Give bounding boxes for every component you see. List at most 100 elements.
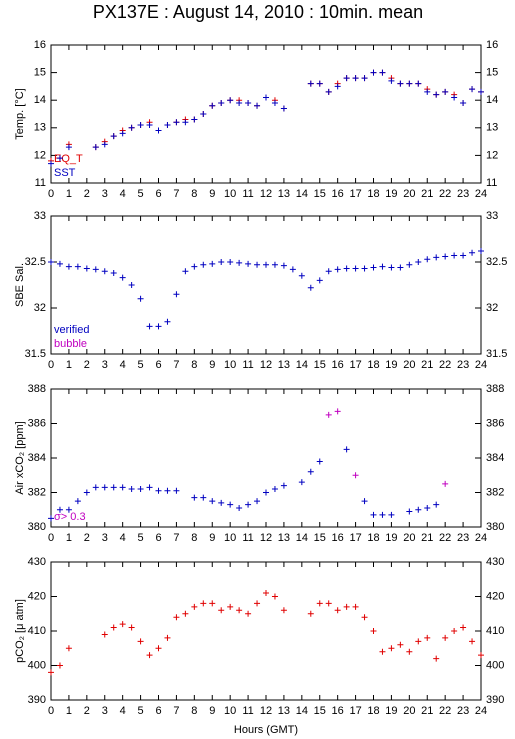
x-tick-label: 10 <box>224 188 236 200</box>
point-marker <box>227 97 234 104</box>
point-marker <box>271 486 278 493</box>
x-tick-label: 10 <box>224 705 236 717</box>
point-marker <box>173 487 180 494</box>
point-marker <box>92 484 99 491</box>
x-tick-label: 18 <box>367 705 379 717</box>
point-marker <box>307 610 314 617</box>
x-tick-label: 22 <box>439 532 451 544</box>
point-marker <box>361 265 368 272</box>
point-marker <box>469 638 476 645</box>
x-tick-label: 14 <box>296 359 308 371</box>
point-marker <box>352 75 359 82</box>
series <box>48 247 484 330</box>
point-marker <box>424 505 431 512</box>
x-tick-label: 2 <box>84 532 90 544</box>
point-marker <box>424 256 431 263</box>
y-tick-label: 32 <box>486 302 498 314</box>
y-tick-label: 384 <box>28 452 46 464</box>
y-tick-label: 380 <box>486 521 504 533</box>
x-tick-label: 12 <box>260 532 272 544</box>
point-marker <box>200 261 207 268</box>
point-marker <box>137 486 144 493</box>
point-marker <box>254 261 261 268</box>
point-marker <box>101 141 108 148</box>
point-marker <box>128 124 135 131</box>
x-tick-label: 6 <box>155 705 161 717</box>
point-marker <box>478 652 484 659</box>
x-tick-label: 15 <box>314 705 326 717</box>
point-marker <box>263 489 269 496</box>
x-tick-label: 15 <box>314 359 326 371</box>
point-marker <box>352 265 359 272</box>
point-marker <box>442 88 449 95</box>
point-marker <box>227 259 234 265</box>
point-marker <box>307 80 314 87</box>
point-marker <box>343 265 350 272</box>
y-axis-label: Temp. [°C] <box>14 88 26 139</box>
point-marker <box>56 662 63 669</box>
x-tick-label: 14 <box>296 532 308 544</box>
y-tick-label: 13 <box>34 122 46 134</box>
y-tick-label: 12 <box>34 149 46 161</box>
x-tick-label: 4 <box>120 532 126 544</box>
point-marker <box>406 261 413 268</box>
point-marker <box>119 274 126 281</box>
point-marker <box>227 603 234 610</box>
x-tick-label: 4 <box>120 188 126 200</box>
point-marker <box>48 515 54 522</box>
y-tick-label: 16 <box>34 39 46 51</box>
y-tick-label: 14 <box>34 94 46 106</box>
x-tick-label: 5 <box>138 705 144 717</box>
x-tick-label: 21 <box>421 359 433 371</box>
point-marker <box>271 99 278 106</box>
point-marker <box>173 614 180 621</box>
point-marker <box>442 634 449 641</box>
x-tick-label: 1 <box>66 188 72 200</box>
x-tick-label: 3 <box>102 532 108 544</box>
point-marker <box>209 102 216 109</box>
x-tick-label: 22 <box>439 359 451 371</box>
point-marker <box>56 506 63 513</box>
x-tick-label: 0 <box>48 188 54 200</box>
x-tick-label: 5 <box>138 532 144 544</box>
x-tick-label: 10 <box>224 532 236 544</box>
y-tick-label: 16 <box>486 39 498 51</box>
point-marker <box>155 487 162 494</box>
y-tick-label: 31.5 <box>486 348 507 360</box>
point-marker <box>469 86 476 93</box>
x-tick-label: 15 <box>314 188 326 200</box>
series <box>48 590 484 676</box>
y-axis-label: Air xCO₂ [ppm] <box>14 421 26 494</box>
y-tick-label: 420 <box>28 590 46 602</box>
x-tick-label: 20 <box>403 359 415 371</box>
point-marker <box>218 607 225 614</box>
plot-frame <box>50 215 482 355</box>
point-marker <box>218 259 225 265</box>
series <box>48 69 484 167</box>
point-marker <box>352 472 359 479</box>
point-marker <box>379 648 386 655</box>
point-marker <box>65 506 72 513</box>
y-tick-label: 420 <box>486 590 504 602</box>
y-tick-label: 32.5 <box>486 256 507 268</box>
point-marker <box>433 501 440 508</box>
point-marker <box>460 99 467 106</box>
x-tick-label: 3 <box>102 359 108 371</box>
x-tick-label: 16 <box>332 532 344 544</box>
point-marker <box>110 270 117 277</box>
x-tick-label: 0 <box>48 705 54 717</box>
point-marker <box>325 268 332 275</box>
point-marker <box>146 122 153 129</box>
point-marker <box>164 122 171 129</box>
point-marker <box>397 80 404 87</box>
x-tick-label: 21 <box>421 705 433 717</box>
point-marker <box>316 80 323 87</box>
x-tick-label: 8 <box>191 188 197 200</box>
point-marker <box>48 669 54 676</box>
point-marker <box>146 484 153 491</box>
x-tick-label: 3 <box>102 188 108 200</box>
point-marker <box>119 130 126 137</box>
point-marker <box>316 458 323 465</box>
point-marker <box>236 607 243 614</box>
point-marker <box>92 266 99 273</box>
